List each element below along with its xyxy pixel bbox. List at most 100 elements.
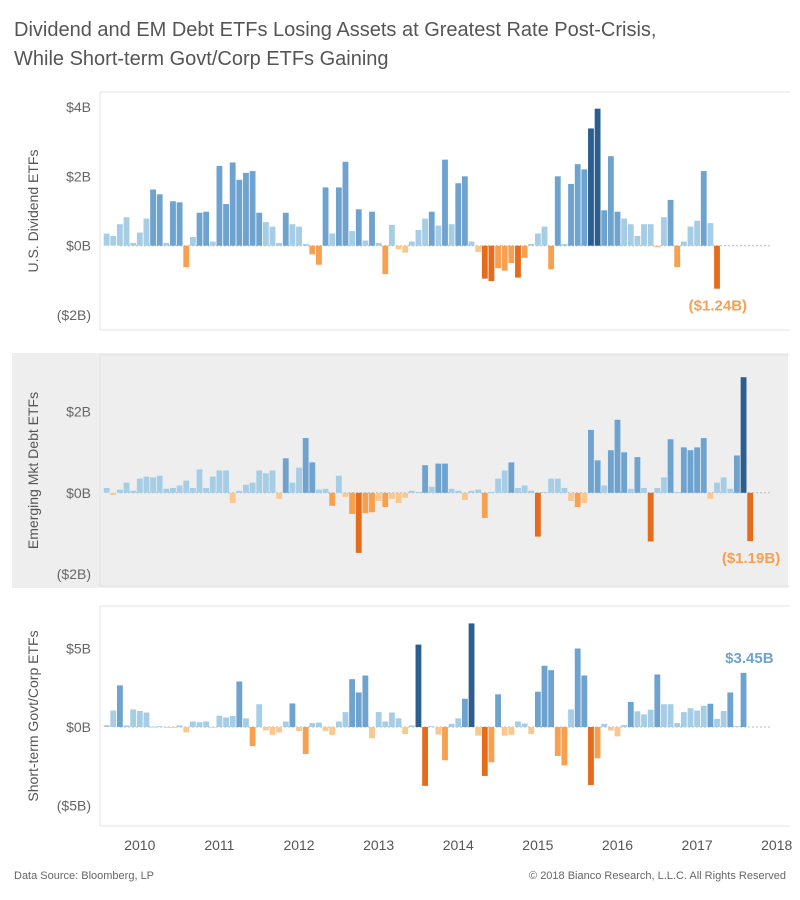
copyright-note: © 2018 Bianco Research, L.L.C. All Right… xyxy=(529,870,786,882)
bar xyxy=(156,475,163,493)
x-tick-label: 2011 xyxy=(204,837,234,853)
bar xyxy=(727,488,734,493)
y-tick-label: ($2B) xyxy=(57,307,91,323)
bar xyxy=(548,245,555,270)
bar xyxy=(534,233,541,246)
bar xyxy=(601,723,608,727)
bar xyxy=(176,485,183,493)
bar xyxy=(276,492,283,499)
bar xyxy=(674,245,681,268)
y-tick-label: $0B xyxy=(66,485,91,501)
bar xyxy=(680,241,687,246)
bar xyxy=(554,478,561,493)
bar xyxy=(216,470,223,493)
bar xyxy=(455,183,462,246)
bar xyxy=(203,721,210,727)
bar xyxy=(256,470,263,493)
bar xyxy=(647,492,654,542)
bar xyxy=(641,714,647,727)
bar xyxy=(276,726,283,733)
bar xyxy=(316,489,322,493)
bar xyxy=(296,226,302,246)
bar xyxy=(455,490,462,493)
bar xyxy=(720,477,727,493)
chart-title-line-1: Dividend and EM Debt ETFs Losing Assets … xyxy=(14,19,657,41)
bar xyxy=(163,488,170,493)
bar xyxy=(136,478,143,493)
bar xyxy=(561,487,568,493)
bar xyxy=(574,492,581,508)
bar xyxy=(488,726,495,763)
bar xyxy=(136,232,143,246)
bar xyxy=(349,231,356,246)
bar xyxy=(714,718,720,727)
y-tick-label: $2B xyxy=(66,404,91,420)
bar xyxy=(667,704,674,727)
y-axis-label: Short-term Govt/Corp ETFs xyxy=(25,630,41,801)
bar xyxy=(601,210,608,246)
bar xyxy=(740,672,747,727)
bar xyxy=(249,726,256,747)
bar xyxy=(627,701,634,727)
last-value-label: $3.45B xyxy=(725,650,774,667)
y-tick-label: $4B xyxy=(66,99,91,115)
bar xyxy=(448,224,455,246)
bar xyxy=(607,450,614,493)
bar xyxy=(428,486,435,493)
bar xyxy=(621,452,628,493)
bar xyxy=(402,726,409,735)
x-tick-label: 2010 xyxy=(124,837,155,853)
bar xyxy=(130,709,137,727)
bar xyxy=(355,209,362,246)
bar xyxy=(103,725,110,727)
bar xyxy=(209,476,216,493)
bar xyxy=(196,722,203,727)
bar xyxy=(694,220,701,246)
bar xyxy=(435,463,442,493)
bar xyxy=(163,726,170,728)
bar xyxy=(654,245,661,248)
bar xyxy=(734,726,740,727)
bar xyxy=(322,187,329,246)
bar xyxy=(249,171,256,246)
bar xyxy=(481,492,488,518)
bar xyxy=(262,726,269,731)
bar xyxy=(621,218,628,246)
bar xyxy=(435,225,442,246)
bar xyxy=(415,230,422,246)
bar xyxy=(521,245,528,258)
bar xyxy=(236,681,243,727)
bar xyxy=(189,721,196,727)
bar xyxy=(282,721,289,727)
bar xyxy=(375,492,382,501)
bar xyxy=(342,161,349,246)
bar xyxy=(329,726,336,735)
bar xyxy=(495,478,501,493)
y-tick-label: $5B xyxy=(66,641,91,657)
bar xyxy=(236,490,243,493)
bar xyxy=(282,212,289,246)
bar xyxy=(561,726,568,766)
bar xyxy=(289,703,296,727)
bar xyxy=(647,224,654,246)
bar xyxy=(229,716,236,727)
bar xyxy=(196,212,203,246)
bar xyxy=(641,487,647,493)
bar xyxy=(216,715,223,727)
y-tick-label: ($2B) xyxy=(57,566,91,582)
bar xyxy=(614,419,621,493)
x-tick-label: 2014 xyxy=(443,837,474,853)
bar xyxy=(176,725,183,727)
bar xyxy=(189,237,196,246)
bar xyxy=(256,212,263,246)
bar xyxy=(720,710,727,727)
bar xyxy=(415,644,422,727)
bar xyxy=(375,712,382,727)
bar xyxy=(249,482,256,493)
bar xyxy=(607,726,614,731)
bar xyxy=(276,242,283,246)
bar xyxy=(369,211,375,246)
bar xyxy=(627,488,634,493)
bar xyxy=(667,439,674,493)
bar xyxy=(455,718,462,727)
